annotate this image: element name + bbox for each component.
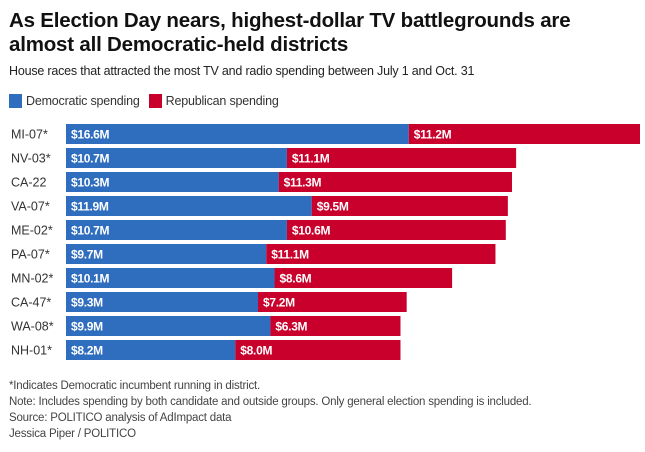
footnote-asterisk: *Indicates Democratic incumbent running … xyxy=(9,380,261,392)
category-label: ME-02* xyxy=(11,224,53,238)
value-label-republican: $10.6M xyxy=(292,224,331,238)
value-label-republican: $8.6M xyxy=(280,272,312,286)
value-label-republican: $6.3M xyxy=(275,320,307,334)
value-label-democratic: $11.9M xyxy=(71,200,109,214)
bar-republican xyxy=(286,220,506,240)
legend-label-democratic: Democratic spending xyxy=(26,94,140,108)
value-label-republican: $9.5M xyxy=(317,200,349,214)
bar-row: ME-02* $10.7M $10.6M xyxy=(11,220,506,240)
bar-republican xyxy=(286,148,517,168)
value-label-democratic: $10.3M xyxy=(71,176,110,190)
value-label-democratic: $10.1M xyxy=(71,272,110,286)
legend-swatch-democratic xyxy=(9,94,22,108)
bar-row: MI-07* $16.6M $11.2M xyxy=(11,124,640,144)
value-label-republican: $8.0M xyxy=(240,344,272,358)
value-label-democratic: $8.2M xyxy=(71,344,103,358)
bar-republican xyxy=(274,268,453,288)
bar-republican xyxy=(270,316,401,336)
bar-democratic xyxy=(66,124,409,144)
category-label: MN-02* xyxy=(11,272,54,286)
legend-swatch-republican xyxy=(148,94,162,108)
value-label-democratic: $9.9M xyxy=(71,320,103,334)
category-label: CA-47* xyxy=(11,296,51,310)
bar-democratic xyxy=(66,340,236,360)
value-label-republican: $11.1M xyxy=(292,152,330,166)
bar-democratic xyxy=(66,196,312,216)
category-label: WA-08* xyxy=(11,320,54,334)
value-label-republican: $7.2M xyxy=(263,296,295,310)
value-label-republican: $11.2M xyxy=(414,128,452,142)
category-label: NV-03* xyxy=(11,152,51,166)
category-label: PA-07* xyxy=(11,248,50,262)
category-label: CA-22 xyxy=(11,176,46,190)
bar-democratic xyxy=(66,316,271,336)
footnotes: *Indicates Democratic incumbent running … xyxy=(9,378,532,442)
value-label-democratic: $9.3M xyxy=(71,296,103,310)
footnote-credit: Jessica Piper / POLITICO xyxy=(9,428,136,440)
category-label: NH-01* xyxy=(11,344,52,358)
value-label-democratic: $10.7M xyxy=(71,224,110,238)
value-label-democratic: $9.7M xyxy=(71,248,103,262)
chart-subtitle: House races that attracted the most TV a… xyxy=(9,64,475,78)
bar-democratic xyxy=(66,244,267,264)
bar-republican xyxy=(311,196,508,216)
value-label-republican: $11.3M xyxy=(284,176,322,190)
bar-row: NH-01* $8.2M $8.0M xyxy=(11,340,401,360)
bar-row: CA-47* $9.3M $7.2M xyxy=(11,292,407,312)
bar-democratic xyxy=(66,292,259,312)
bar-republican xyxy=(266,244,496,264)
footnote-note: Note: Includes spending by both candidat… xyxy=(9,396,532,408)
bar-row: CA-22 $10.3M $11.3M xyxy=(11,172,512,192)
bar-democratic xyxy=(66,220,287,240)
bar-row: WA-08* $9.9M $6.3M xyxy=(11,316,401,336)
chart-title: As Election Day nears, highest-dollar TV… xyxy=(9,9,571,56)
legend-item-republican: Republican spending xyxy=(148,94,279,108)
stacked-bar-chart: MI-07* $16.6M $11.2M NV-03* $10.7M $11.1M CA-2… xyxy=(11,124,640,360)
bar-row: PA-07* $9.7M $11.1M xyxy=(11,244,496,264)
bar-row: NV-03* $10.7M $11.1M xyxy=(11,148,517,168)
legend-item-democratic: Democratic spending xyxy=(9,94,140,108)
value-label-democratic: $10.7M xyxy=(71,152,110,166)
bar-row: MN-02* $10.1M $8.6M xyxy=(11,268,453,288)
category-label: MI-07* xyxy=(11,128,48,142)
bar-republican xyxy=(258,292,407,312)
bar-democratic xyxy=(66,148,287,168)
footnote-source: Source: POLITICO analysis of AdImpact da… xyxy=(9,412,232,424)
bar-democratic xyxy=(66,172,279,192)
bar-democratic xyxy=(66,268,275,288)
bar-row: VA-07* $11.9M $9.5M xyxy=(11,196,508,216)
bar-republican xyxy=(278,172,512,192)
legend: Democratic spending Republican spending xyxy=(9,94,288,108)
category-label: VA-07* xyxy=(11,200,50,214)
value-label-republican: $11.1M xyxy=(271,248,309,262)
bar-republican xyxy=(408,124,640,144)
bar-republican xyxy=(235,340,401,360)
value-label-democratic: $16.6M xyxy=(71,128,110,142)
legend-label-republican: Republican spending xyxy=(165,94,279,108)
